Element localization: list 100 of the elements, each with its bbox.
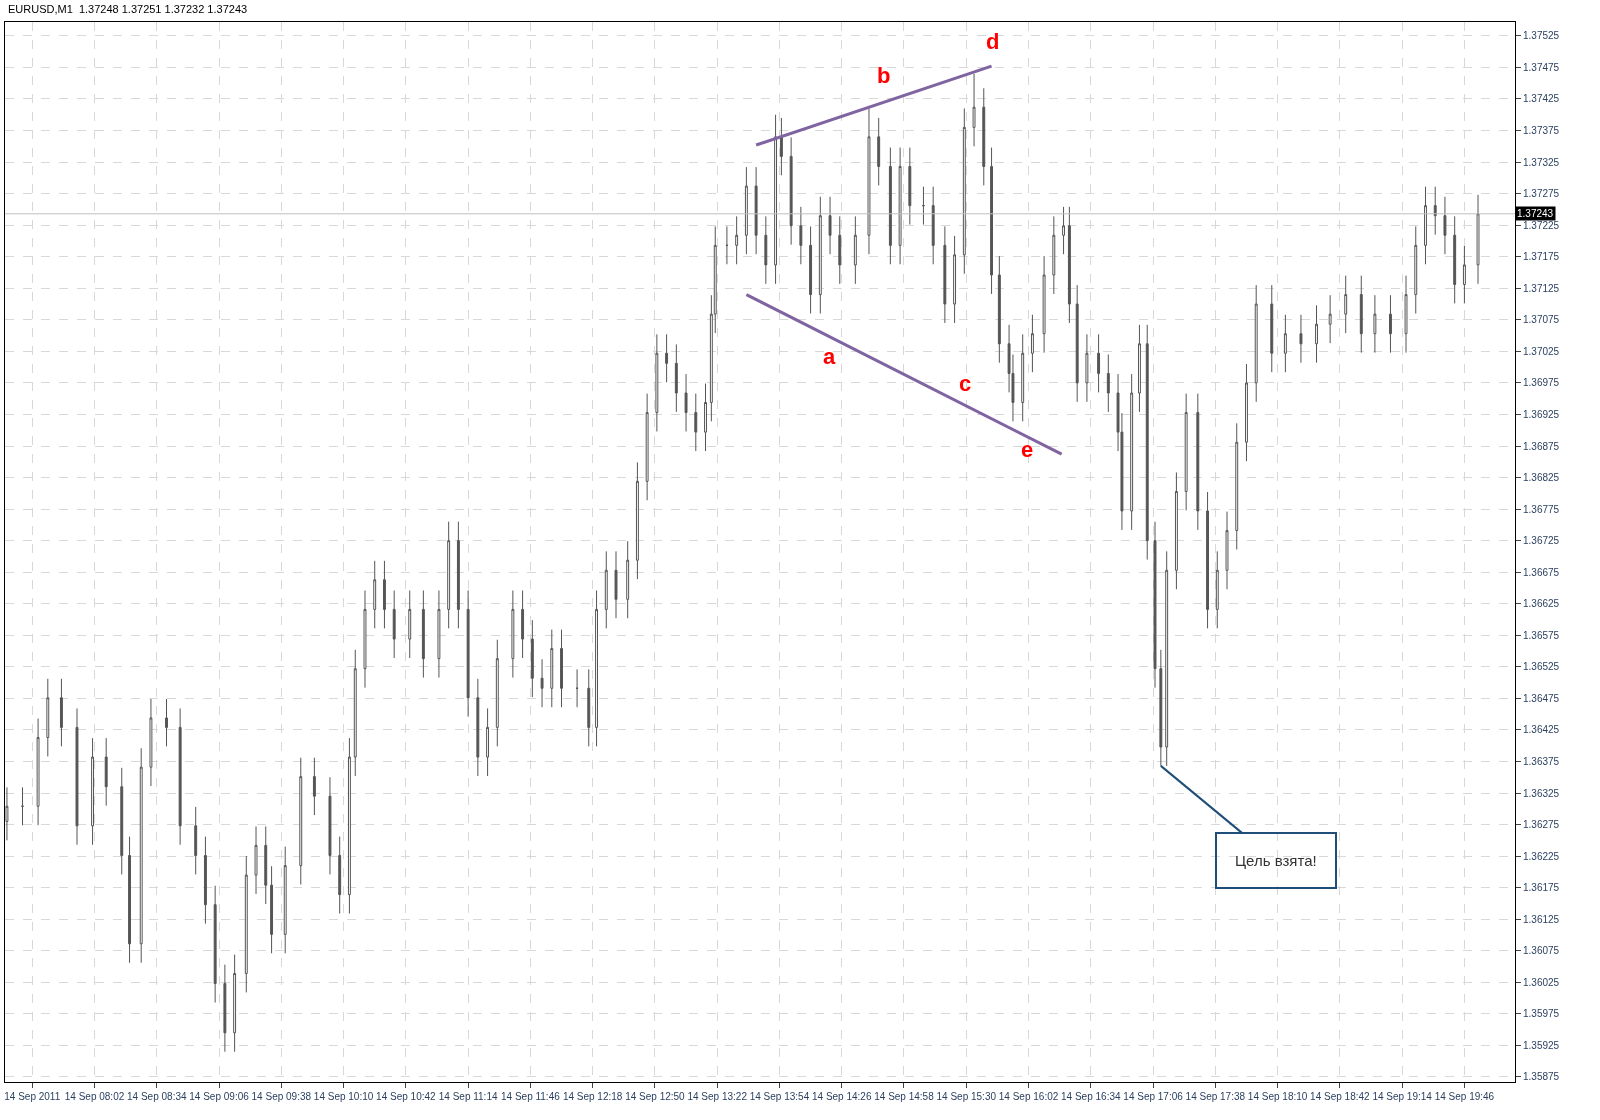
candlestick xyxy=(877,117,881,186)
candlestick xyxy=(521,589,525,659)
annotation: a xyxy=(823,344,836,369)
candlestick xyxy=(382,560,386,629)
candlestick xyxy=(1030,314,1034,373)
y-tick-label: 1.36675 xyxy=(1523,566,1560,578)
y-tick-label: 1.36975 xyxy=(1523,377,1560,389)
x-tick-label: 14 Sep 18:42 xyxy=(1310,1091,1371,1102)
candlestick xyxy=(244,855,248,993)
candlestick xyxy=(725,225,729,265)
candlestick xyxy=(604,550,608,629)
candlestick xyxy=(1462,245,1466,304)
candlestick xyxy=(665,333,669,383)
candlestick xyxy=(575,668,579,708)
candlestick xyxy=(1062,206,1066,255)
candlestick xyxy=(828,196,832,255)
y-tick-label: 1.36725 xyxy=(1523,535,1560,547)
candlestick xyxy=(1235,422,1239,550)
y-tick-label: 1.36875 xyxy=(1523,440,1560,452)
candlestick xyxy=(254,825,258,895)
candlestick xyxy=(694,393,698,452)
candlestick xyxy=(990,147,994,295)
candlestick xyxy=(408,589,412,659)
candlestick xyxy=(735,215,739,265)
candlestick xyxy=(511,589,515,679)
y-tick-label: 1.37075 xyxy=(1523,314,1560,326)
y-tick-label: 1.37025 xyxy=(1523,345,1560,357)
candlestick xyxy=(908,147,912,226)
y-tick-label: 1.37275 xyxy=(1523,188,1560,200)
y-tick-label: 1.37425 xyxy=(1523,93,1560,105)
x-tick-label: 14 Sep 16:02 xyxy=(998,1091,1059,1102)
x-tick-label: 14 Sep 16:34 xyxy=(1061,1091,1121,1102)
candlestick xyxy=(203,836,207,925)
y-tick-label: 1.36275 xyxy=(1523,819,1560,831)
candlestick xyxy=(194,806,198,875)
candlestick xyxy=(120,767,124,875)
candlestick xyxy=(1476,194,1480,285)
x-tick-label: 14 Sep 10:10 xyxy=(313,1091,374,1102)
x-tick-label: 14 Sep 12:18 xyxy=(562,1091,623,1102)
candlestick xyxy=(560,629,563,708)
y-tick-label: 1.37375 xyxy=(1523,125,1560,137)
candlestick xyxy=(139,747,143,964)
candlestick xyxy=(635,461,639,580)
candlestick xyxy=(1373,294,1377,354)
candlestick xyxy=(373,560,377,629)
y-tick-label: 1.37225 xyxy=(1523,219,1560,231)
x-tick-label: 14 Sep 11:46 xyxy=(501,1091,561,1102)
x-tick-label: 14 Sep 18:10 xyxy=(1247,1091,1308,1102)
candlestick xyxy=(684,373,688,432)
candlestick xyxy=(1042,255,1046,354)
candlestick xyxy=(264,825,268,905)
candlestick xyxy=(1075,284,1079,403)
annotation: b xyxy=(877,63,891,88)
y-tick-label: 1.35875 xyxy=(1523,1071,1560,1083)
x-tick-label: 14 Sep 14:58 xyxy=(874,1091,935,1102)
candlestick xyxy=(1283,314,1287,373)
x-tick-label: 14 Sep 10:42 xyxy=(376,1091,437,1102)
candlestick xyxy=(1414,225,1418,314)
candlestick xyxy=(353,649,357,777)
candlestick xyxy=(799,206,803,265)
x-tick-label: 14 Sep 17:06 xyxy=(1123,1091,1184,1102)
candlestick xyxy=(149,698,153,787)
candlestick xyxy=(328,776,332,875)
candlestick xyxy=(1052,215,1056,295)
candlestick xyxy=(818,196,822,314)
y-tick-label: 1.35975 xyxy=(1523,1008,1560,1020)
candlestick xyxy=(165,698,168,747)
candlestick xyxy=(5,786,9,841)
y-tick-label: 1.36425 xyxy=(1523,724,1560,736)
candlestick xyxy=(486,707,490,777)
x-tick-label: 14 Sep 19:46 xyxy=(1434,1091,1495,1102)
candlestick xyxy=(595,589,598,747)
y-tick-label: 1.36575 xyxy=(1523,629,1560,641)
y-tick-label: 1.36525 xyxy=(1523,661,1560,673)
candlestick xyxy=(943,225,947,324)
y-tick-label: 1.36625 xyxy=(1523,598,1560,610)
y-tick-label: 1.37175 xyxy=(1523,251,1560,263)
candlestick xyxy=(437,589,441,679)
x-tick-label: 14 Sep 08:02 xyxy=(64,1091,125,1102)
candlestick xyxy=(774,114,778,285)
candlestick xyxy=(1299,314,1303,364)
x-tick-label: 14 Sep 17:38 xyxy=(1185,1091,1246,1102)
candlestick xyxy=(972,73,976,147)
candlestick xyxy=(898,147,902,265)
candlestick xyxy=(447,521,451,629)
candlestick xyxy=(789,136,793,246)
candlestick xyxy=(1206,491,1210,629)
candlestick xyxy=(476,678,480,777)
candlestick xyxy=(75,707,79,846)
candlestick xyxy=(922,186,925,226)
annotation: c xyxy=(959,371,972,396)
candlestick xyxy=(270,865,274,954)
candlestick xyxy=(1215,550,1219,629)
candlestick xyxy=(953,235,957,324)
candlestick xyxy=(338,836,342,915)
x-tick-label: 14 Sep 2011 xyxy=(4,1091,61,1102)
candlestick xyxy=(36,718,40,826)
candlestick xyxy=(91,737,95,846)
candlestick xyxy=(1270,284,1274,373)
candlestick xyxy=(1165,550,1169,767)
